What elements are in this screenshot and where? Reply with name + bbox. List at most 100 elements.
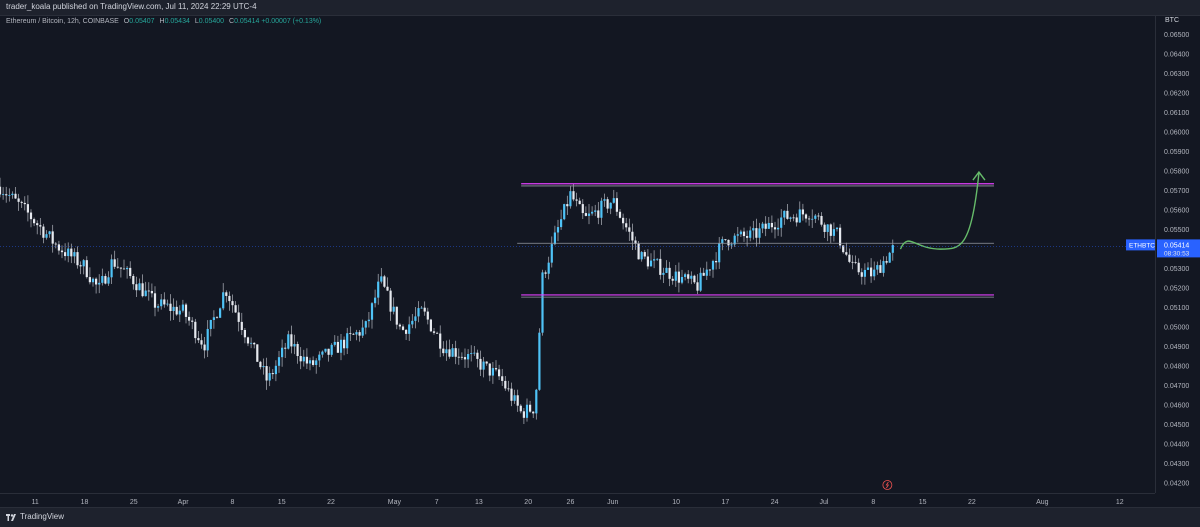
candle [163, 299, 166, 305]
candle [591, 211, 594, 214]
candle [8, 195, 11, 196]
candle [42, 226, 45, 238]
candle [680, 276, 684, 283]
candle [26, 204, 29, 213]
candle [206, 328, 209, 351]
candle [715, 260, 718, 263]
footer: TradingView [0, 507, 1200, 527]
candle [649, 260, 653, 267]
candle [507, 388, 510, 390]
candle [811, 218, 814, 220]
time-axis[interactable]: 11 18 25 Apr 8 15 22 May 7 13 20 26 Jun 10 17 24 Jul 8 15 2… [0, 493, 1155, 508]
time-tick-label: 10 [672, 499, 680, 506]
candle [733, 235, 736, 245]
candle [405, 329, 408, 334]
candle [293, 344, 296, 347]
candle [891, 245, 894, 253]
candle [569, 191, 572, 207]
candle [718, 243, 721, 263]
candle [48, 231, 51, 235]
candle [222, 292, 225, 309]
candle [228, 295, 231, 302]
candle [522, 411, 525, 418]
candle [631, 231, 634, 241]
candle [315, 360, 318, 365]
last-price-badge [1157, 239, 1200, 258]
candle [882, 261, 885, 273]
time-tick-label: 22 [968, 499, 976, 506]
candle [544, 272, 547, 274]
candle [414, 316, 417, 321]
candle [677, 271, 680, 283]
candle [550, 244, 553, 263]
candle [374, 297, 377, 304]
candle [622, 217, 625, 224]
candle [277, 357, 281, 366]
low-label: L [194, 18, 199, 25]
candles [0, 177, 894, 425]
candle [702, 272, 705, 276]
candle [14, 193, 17, 199]
candle [578, 200, 581, 205]
candle [191, 320, 194, 322]
price-chart[interactable]: ETHBTC [0, 15, 1155, 493]
candle [612, 198, 615, 203]
candle [547, 262, 550, 274]
candle [82, 260, 85, 267]
top-bar: trader_koala published on TradingView.co… [0, 0, 1200, 16]
candle [839, 227, 842, 246]
candle [848, 254, 851, 262]
price-axis[interactable]: 0.06500 0.06400 0.06300 0.06200 0.06100 0.060… [1155, 15, 1200, 493]
candle [355, 332, 358, 335]
candle [194, 321, 197, 339]
price-tick-label: 0.04500 [1164, 422, 1189, 429]
candle [234, 305, 237, 313]
open-label: O [123, 18, 130, 25]
candle [339, 339, 343, 353]
candle [88, 277, 91, 283]
candle [439, 333, 442, 349]
candle [346, 333, 349, 349]
candle [501, 376, 504, 381]
price-tick-label: 0.06000 [1164, 130, 1189, 137]
candle [739, 231, 742, 235]
candle [36, 223, 39, 226]
candle [73, 252, 76, 257]
candle [835, 227, 839, 230]
candle [767, 222, 770, 229]
candle [184, 304, 188, 317]
candle [129, 267, 132, 276]
candle [643, 252, 646, 257]
candle [392, 306, 395, 312]
candle [178, 310, 181, 315]
candle [225, 292, 228, 296]
candle [343, 339, 346, 349]
candle [665, 267, 668, 273]
candle [646, 256, 649, 267]
symbol-tag-bg [1126, 239, 1155, 251]
candle [510, 388, 513, 401]
candle [724, 239, 727, 240]
price-tick-label: 0.04400 [1164, 442, 1189, 449]
candle [792, 217, 795, 219]
candle [600, 200, 603, 218]
candle [870, 267, 873, 277]
tradingview-logo-icon [6, 514, 16, 521]
candle [253, 342, 256, 345]
time-tick-label: 13 [475, 499, 483, 506]
candle [411, 320, 414, 325]
price-tick-label: 0.06100 [1164, 110, 1189, 117]
candle [798, 209, 801, 223]
candle [764, 223, 767, 229]
candle [479, 358, 482, 370]
candle [188, 316, 191, 321]
candle [284, 347, 287, 349]
candle [436, 332, 439, 334]
candle [804, 214, 808, 219]
candle [5, 194, 8, 196]
candle [101, 276, 104, 283]
time-tick-label: 12 [1116, 499, 1124, 506]
candle [606, 199, 609, 209]
candle [842, 245, 845, 253]
candle [463, 357, 467, 360]
